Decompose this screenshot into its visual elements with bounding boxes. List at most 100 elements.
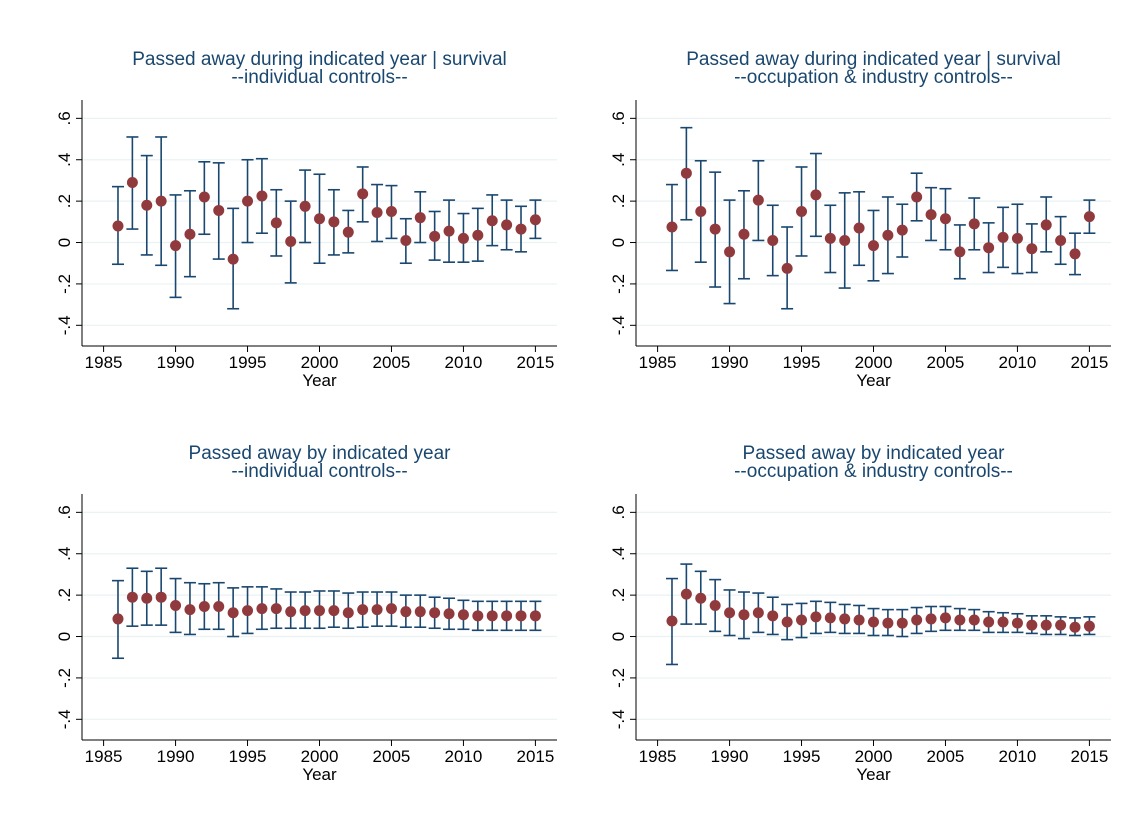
- point: [868, 240, 879, 252]
- point: [911, 614, 923, 626]
- point: [112, 220, 124, 232]
- point: [285, 606, 297, 618]
- point: [242, 605, 254, 617]
- x-tick-label: 2000: [855, 353, 893, 372]
- point: [371, 207, 383, 219]
- point: [328, 216, 340, 228]
- point: [939, 612, 951, 624]
- x-tick-label: 2000: [855, 747, 893, 766]
- point: [357, 604, 369, 616]
- point: [501, 219, 513, 231]
- point: [198, 601, 210, 613]
- point: [997, 231, 1009, 243]
- y-tick-label: .4: [55, 547, 74, 561]
- point: [781, 262, 793, 274]
- point: [1026, 619, 1038, 631]
- point: [400, 234, 412, 246]
- y-tick-label: 0: [609, 238, 628, 247]
- chart-title: Passed away by indicated year: [189, 443, 452, 464]
- y-tick-label: .2: [55, 588, 74, 602]
- point: [443, 225, 455, 237]
- point: [1040, 219, 1052, 231]
- point: [983, 242, 995, 254]
- x-tick-label: 2010: [999, 747, 1037, 766]
- point: [529, 610, 541, 622]
- x-tick-label: 2015: [516, 747, 554, 766]
- point: [767, 610, 779, 622]
- chart-subtitle: --occupation & industry controls--: [734, 461, 1013, 482]
- point: [968, 218, 980, 230]
- panel: Passed away by indicated year--occupatio…: [609, 443, 1111, 784]
- point: [781, 616, 793, 628]
- point: [810, 611, 822, 623]
- x-tick-label: 1990: [711, 353, 749, 372]
- y-tick-label: -.4: [609, 315, 628, 335]
- point: [170, 599, 182, 611]
- x-tick-label: 1985: [85, 353, 123, 372]
- point: [752, 194, 764, 206]
- point: [429, 607, 441, 619]
- point: [767, 234, 779, 246]
- point: [666, 221, 678, 233]
- point: [954, 614, 966, 626]
- point: [839, 613, 851, 625]
- point: [853, 614, 865, 626]
- y-tick-label: -.2: [609, 274, 628, 294]
- panel: Passed away by indicated year--individua…: [55, 443, 557, 784]
- point: [796, 614, 808, 626]
- y-tick-label: 0: [55, 632, 74, 641]
- x-tick-label: 1985: [639, 747, 677, 766]
- point: [457, 609, 469, 621]
- point: [1055, 619, 1067, 631]
- y-tick-label: .4: [609, 153, 628, 167]
- point: [342, 226, 354, 238]
- point: [112, 613, 124, 625]
- chart-subtitle: --individual controls--: [231, 461, 407, 482]
- y-tick-label: .6: [609, 111, 628, 125]
- point: [170, 240, 182, 252]
- x-axis-label: Year: [302, 765, 337, 784]
- point: [328, 605, 340, 617]
- point: [752, 607, 764, 619]
- point: [709, 599, 721, 611]
- point: [810, 189, 822, 201]
- point: [666, 615, 678, 627]
- chart-title: Passed away by indicated year: [743, 443, 1006, 464]
- point: [939, 213, 951, 225]
- chart-subtitle: --occupation & industry controls--: [734, 67, 1013, 88]
- point: [680, 588, 692, 600]
- point: [738, 609, 750, 621]
- point: [1040, 619, 1052, 631]
- point: [724, 607, 736, 619]
- x-tick-label: 1995: [229, 747, 267, 766]
- point: [299, 605, 311, 617]
- y-tick-label: .2: [609, 588, 628, 602]
- x-tick-label: 1995: [229, 353, 267, 372]
- chart-subtitle: --individual controls--: [231, 67, 407, 88]
- point: [155, 591, 167, 603]
- y-tick-label: .6: [55, 111, 74, 125]
- y-tick-label: .4: [55, 153, 74, 167]
- x-tick-label: 1990: [711, 747, 749, 766]
- y-tick-label: .2: [55, 194, 74, 208]
- y-tick-label: .6: [55, 505, 74, 519]
- y-tick-label: 0: [609, 632, 628, 641]
- point: [357, 188, 369, 200]
- x-tick-label: 2000: [301, 747, 339, 766]
- x-tick-label: 1985: [85, 747, 123, 766]
- point: [1011, 617, 1023, 629]
- point: [486, 215, 498, 227]
- y-tick-label: -.4: [609, 709, 628, 729]
- x-tick-label: 2005: [927, 747, 965, 766]
- point: [839, 234, 851, 246]
- y-tick-label: -.4: [55, 315, 74, 335]
- chart-title: Passed away during indicated year | surv…: [132, 49, 507, 70]
- point: [1055, 234, 1067, 246]
- point: [371, 604, 383, 616]
- point: [1069, 248, 1081, 260]
- point: [896, 617, 908, 629]
- point: [709, 223, 721, 235]
- point: [853, 222, 865, 234]
- point: [414, 606, 426, 618]
- panel: Passed away during indicated year | surv…: [609, 49, 1111, 390]
